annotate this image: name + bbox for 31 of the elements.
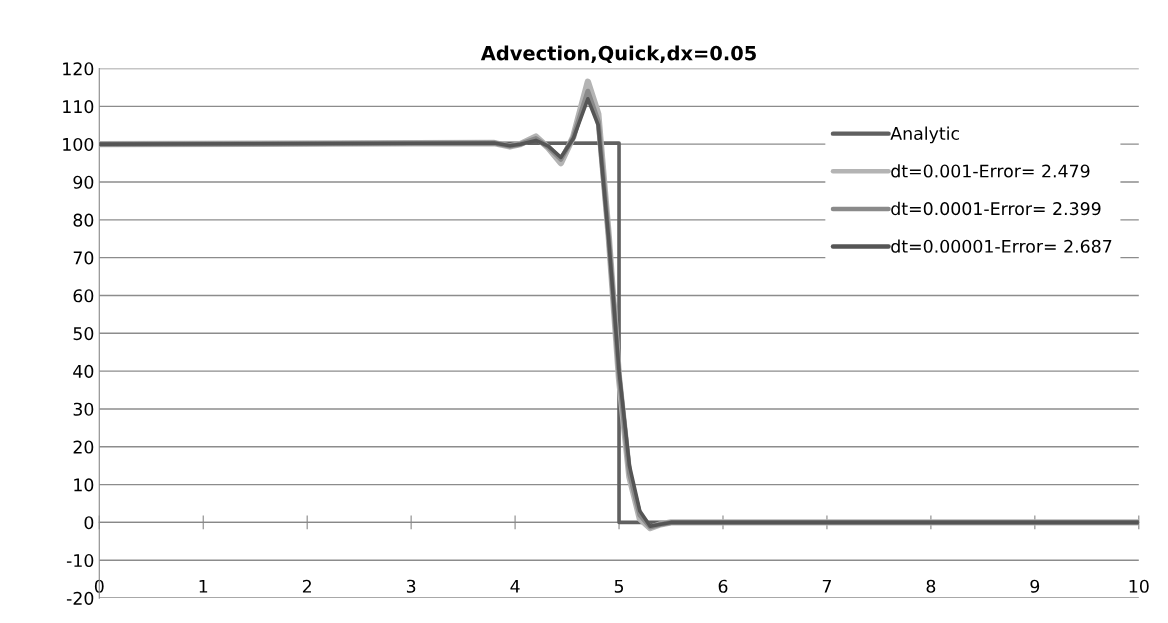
legend-label: Analytic (890, 126, 959, 144)
x-tick-label: 8 (926, 579, 936, 593)
x-tick-label: 2 (302, 579, 311, 593)
y-tick-label: 50 (73, 327, 94, 341)
y-tick-label: 0 (84, 516, 94, 530)
y-tick-label: -10 (66, 553, 94, 568)
y-tick-label: 100 (63, 137, 94, 152)
y-tick-label: 30 (73, 402, 94, 416)
x-tick-label: 3 (406, 579, 416, 593)
y-tick-label: 110 (63, 100, 94, 114)
x-tick-label: 9 (1030, 579, 1040, 593)
y-tick-label: 20 (73, 440, 94, 454)
x-tick-label: 4 (510, 579, 520, 593)
legend-label: dt=0.001-Error= 2.479 (891, 164, 1090, 178)
y-tick-label: 80 (73, 213, 94, 227)
x-tick-label: 6 (718, 579, 728, 593)
y-tick-label: 120 (63, 62, 94, 76)
x-tick-label: 5 (614, 579, 624, 593)
x-tick-label: 10 (1129, 579, 1149, 593)
x-tick-label: 0 (94, 579, 104, 593)
y-tick-label: 10 (74, 478, 94, 492)
y-tick-label: 90 (73, 175, 94, 189)
legend-label: dt=0.0001-Error= 2.399 (891, 201, 1101, 216)
chart-title: Advection,Quick,dx=0.05 (480, 45, 756, 64)
x-tick-label: 1 (199, 579, 208, 593)
x-tick-label: 7 (822, 579, 831, 593)
y-tick-label: 70 (73, 251, 94, 265)
legend-label: dt=0.00001-Error= 2.687 (891, 239, 1112, 253)
y-tick-label: 60 (73, 289, 94, 303)
y-tick-label: 40 (73, 364, 94, 378)
y-tick-label: -20 (66, 591, 94, 605)
